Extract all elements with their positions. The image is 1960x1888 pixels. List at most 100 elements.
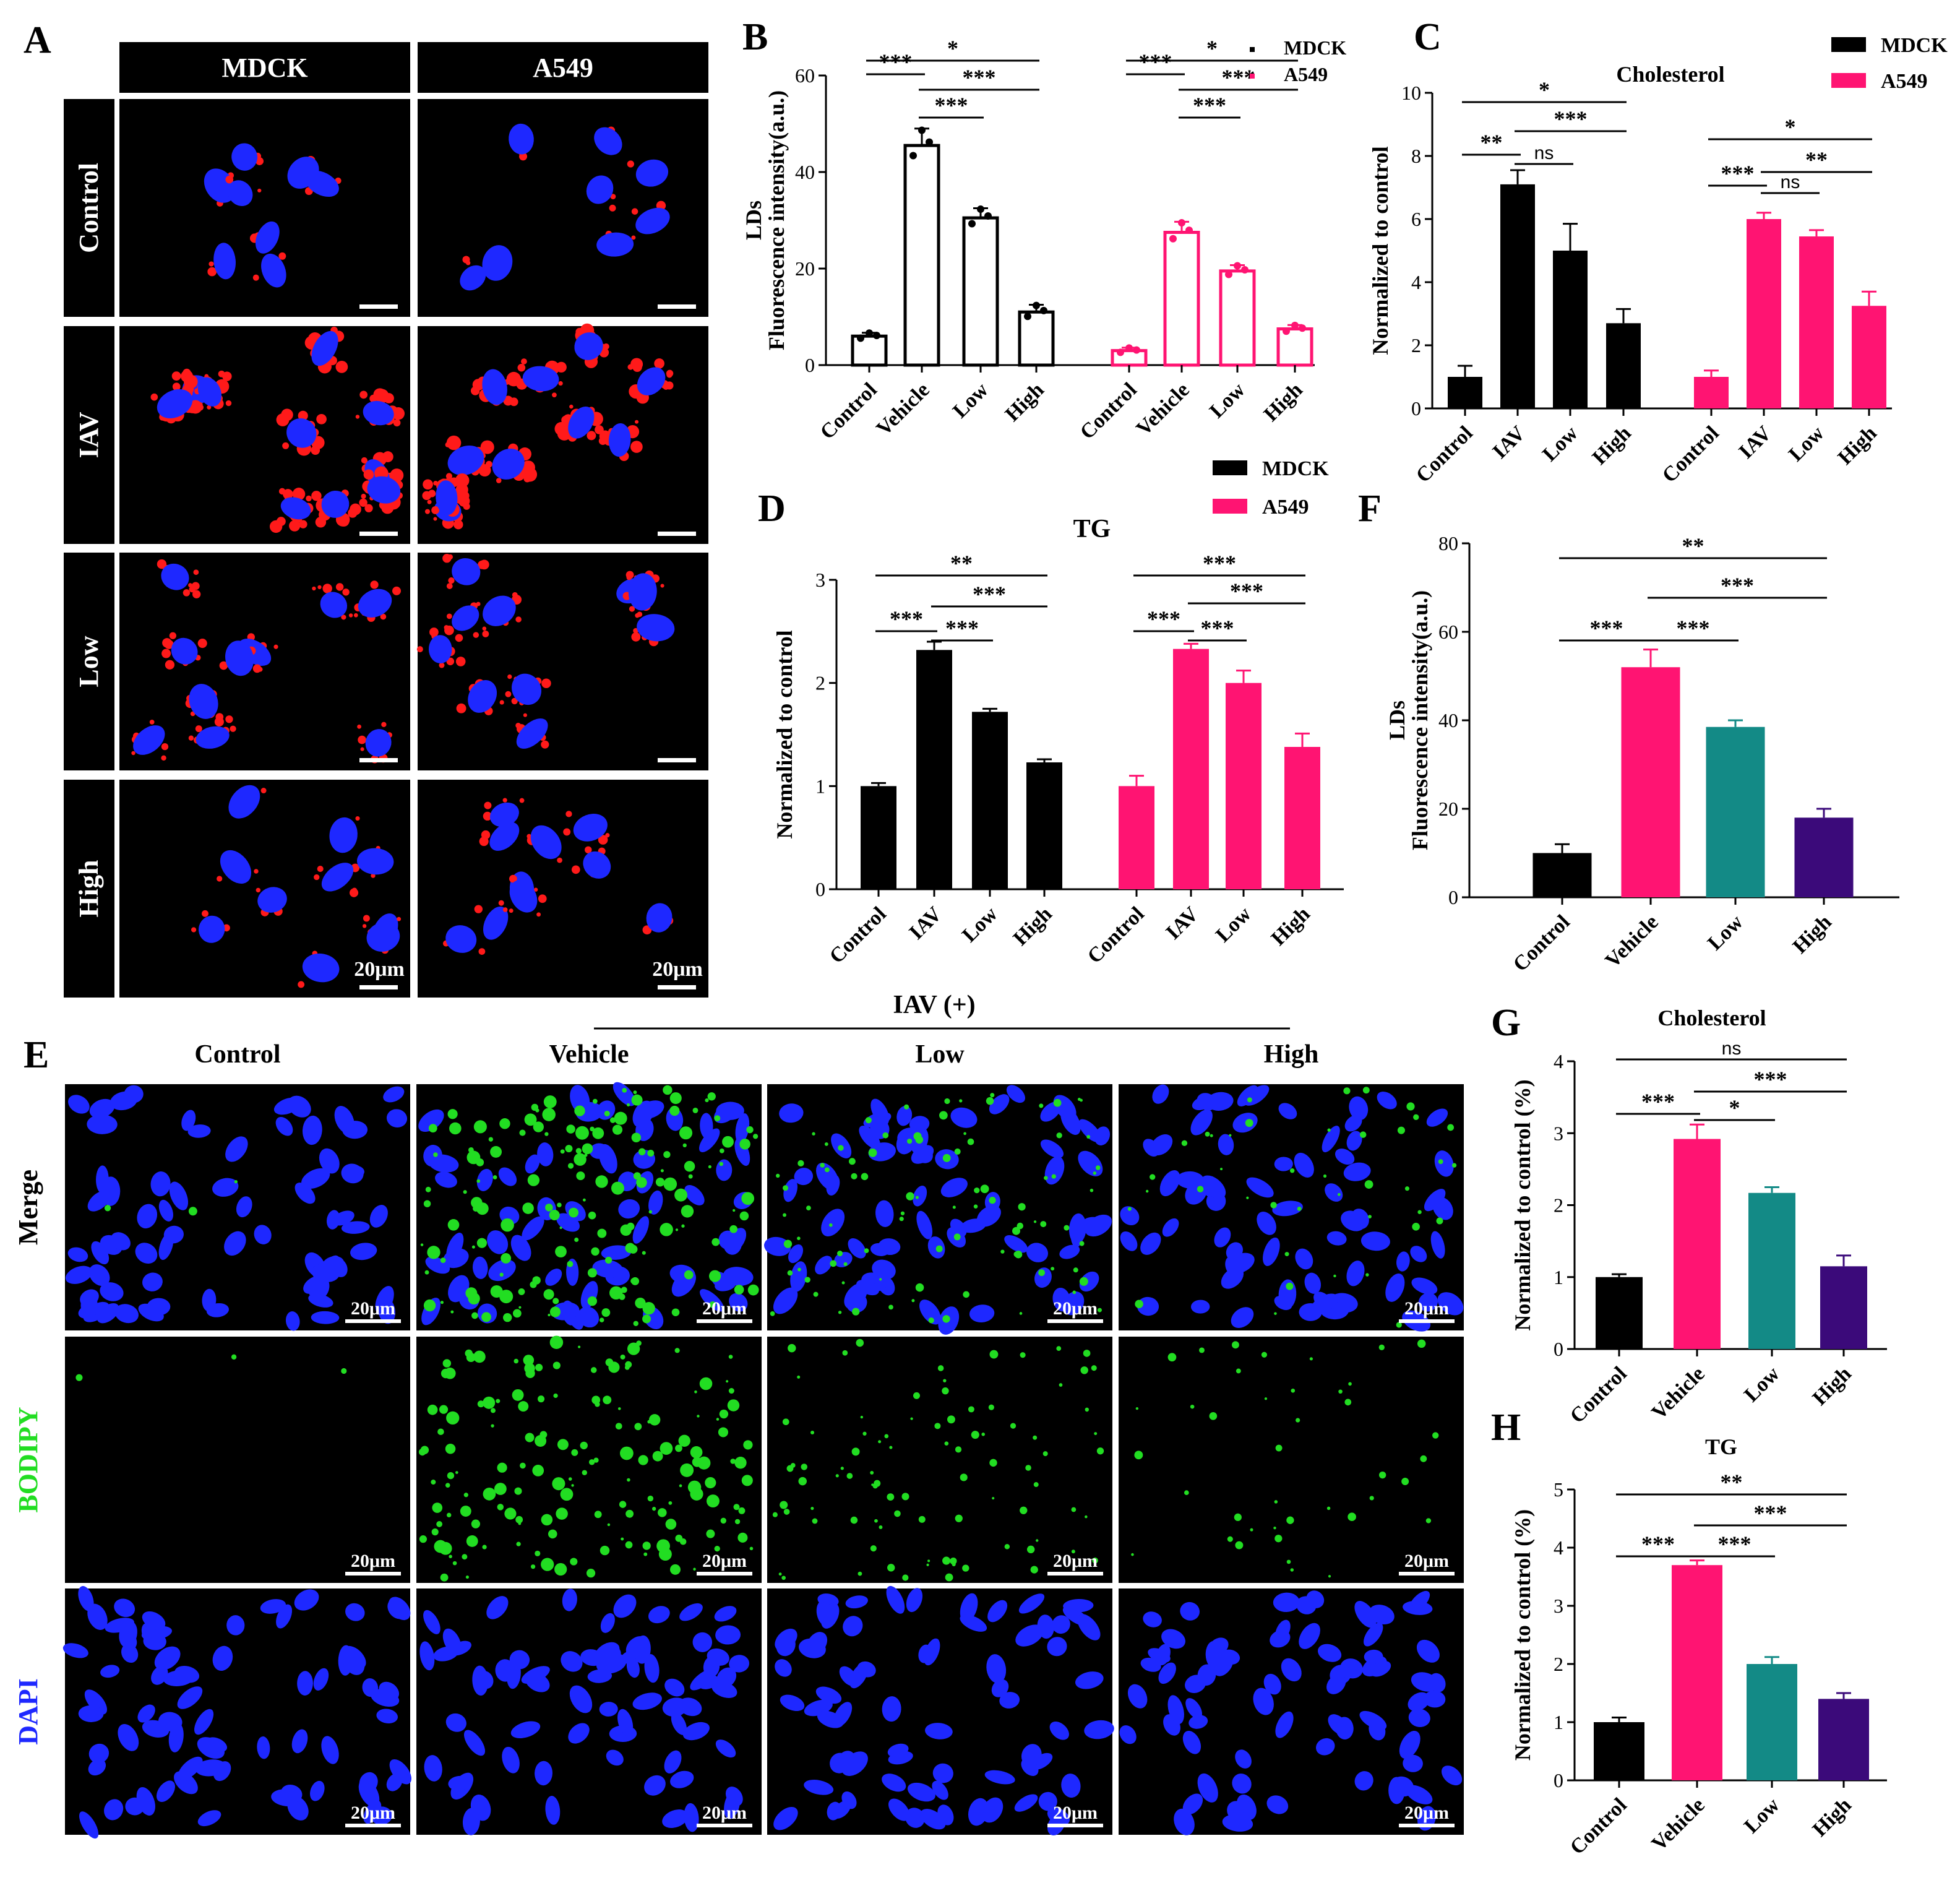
nucleus [97, 1303, 119, 1324]
lipid-droplet [1064, 1225, 1070, 1231]
lipid-droplet [720, 1148, 724, 1153]
lipid-droplet [539, 1431, 548, 1439]
lipid-droplet [560, 1488, 574, 1501]
lipid-droplet [861, 1173, 869, 1181]
lipid-droplet [631, 235, 636, 240]
lipid-droplet [621, 1287, 627, 1293]
nucleus [606, 1749, 624, 1766]
lipid-droplet [669, 1105, 680, 1116]
nucleus [383, 1086, 405, 1103]
row-header-bg [64, 780, 114, 998]
micrograph-mdck-iav [119, 326, 410, 544]
x-tick-label: Control [1076, 378, 1141, 444]
lipid-droplet [150, 393, 158, 401]
lipid-droplet [904, 1104, 909, 1110]
lipid-droplet [563, 828, 571, 836]
nucleus [376, 1709, 398, 1723]
lipid-droplet [959, 1099, 963, 1103]
lipid-droplet [660, 1169, 664, 1173]
lipid-droplet [986, 1097, 994, 1105]
lipid-droplet [648, 1210, 653, 1214]
lipid-droplet [453, 520, 463, 530]
lipid-droplet [681, 1205, 694, 1218]
lipid-droplet [663, 1151, 671, 1158]
lipid-droplet [860, 1415, 864, 1419]
nucleus [100, 1176, 121, 1206]
nucleus [1015, 1624, 1044, 1647]
lipid-droplet [462, 1554, 468, 1560]
lipid-droplet [131, 751, 135, 756]
lipid-droplet [642, 1541, 651, 1550]
lipid-droplet [161, 649, 171, 658]
nucleus [1021, 1744, 1042, 1767]
lipid-droplet [530, 1281, 537, 1288]
nucleus [1226, 1252, 1255, 1274]
lipid-droplet [835, 1474, 839, 1478]
section-low-dapi: 20μm [767, 1585, 1114, 1836]
lipid-droplet [1286, 1282, 1294, 1290]
lipid-droplet [149, 720, 155, 725]
nucleus [919, 1300, 941, 1325]
nucleus [1127, 1684, 1148, 1709]
data-point [873, 332, 880, 340]
nucleus [779, 1103, 804, 1123]
nucleus [525, 1154, 540, 1174]
nucleus [169, 1181, 189, 1210]
lipid-droplet [512, 1389, 524, 1401]
micrograph-bg [119, 780, 410, 998]
nucleus [158, 1199, 173, 1222]
nucleus [84, 1689, 108, 1715]
lipid-droplet [973, 1204, 978, 1209]
lipid-droplet [1289, 1168, 1295, 1173]
lipid-droplet [1273, 1526, 1276, 1530]
lipid-droplet [1033, 1435, 1038, 1440]
lipid-droplet [643, 1552, 648, 1556]
lipid-droplet [990, 1093, 995, 1098]
lipid-droplet [341, 614, 346, 620]
lipid-droplet [317, 866, 324, 873]
lipid-droplet [1274, 1312, 1277, 1315]
lipid-droplet [312, 586, 316, 591]
lipid-droplet [215, 713, 224, 722]
lipid-droplet [688, 1174, 693, 1179]
nucleus [907, 1782, 935, 1802]
lipid-droplet [607, 1523, 611, 1527]
nucleus [1049, 1722, 1069, 1740]
nucleus [896, 1106, 913, 1126]
lipid-droplet [444, 625, 449, 631]
lipid-droplet [1210, 1134, 1213, 1137]
lipid-droplet [981, 1433, 986, 1436]
lipid-droplet [299, 520, 307, 528]
lipid-droplet [568, 1477, 572, 1481]
nucleus [125, 1797, 145, 1816]
nucleus [228, 785, 260, 819]
nucleus [628, 573, 657, 611]
nucleus [197, 377, 222, 407]
lipid-droplet [1181, 1140, 1188, 1147]
nucleus [888, 1798, 910, 1821]
lipid-droplet [188, 1207, 197, 1216]
nucleus [882, 1774, 906, 1792]
lipid-droplet [188, 400, 202, 414]
lipid-droplet [306, 495, 312, 502]
y-tick-label: 1 [1554, 1266, 1563, 1288]
lipid-droplet [357, 724, 361, 729]
nucleus [436, 480, 458, 515]
lipid-droplet [496, 1399, 501, 1403]
lipid-droplet [423, 1200, 431, 1207]
nucleus [87, 1603, 108, 1631]
lipid-droplet [431, 1480, 436, 1485]
nucleus [206, 1737, 228, 1752]
nucleus [483, 595, 516, 626]
lipid-droplet [608, 1361, 620, 1373]
lipid-droplet [225, 400, 232, 407]
lipid-droplet [918, 1515, 926, 1523]
nucleus [1218, 1134, 1234, 1155]
lipid-droplet [188, 735, 194, 741]
legend-label-mdck: MDCK [1881, 34, 1948, 57]
lipid-droplet [625, 1509, 634, 1518]
nucleus [1424, 1691, 1446, 1708]
lipid-droplet [556, 1507, 568, 1520]
lipid-droplet [252, 274, 259, 281]
nucleus [1188, 1715, 1208, 1729]
